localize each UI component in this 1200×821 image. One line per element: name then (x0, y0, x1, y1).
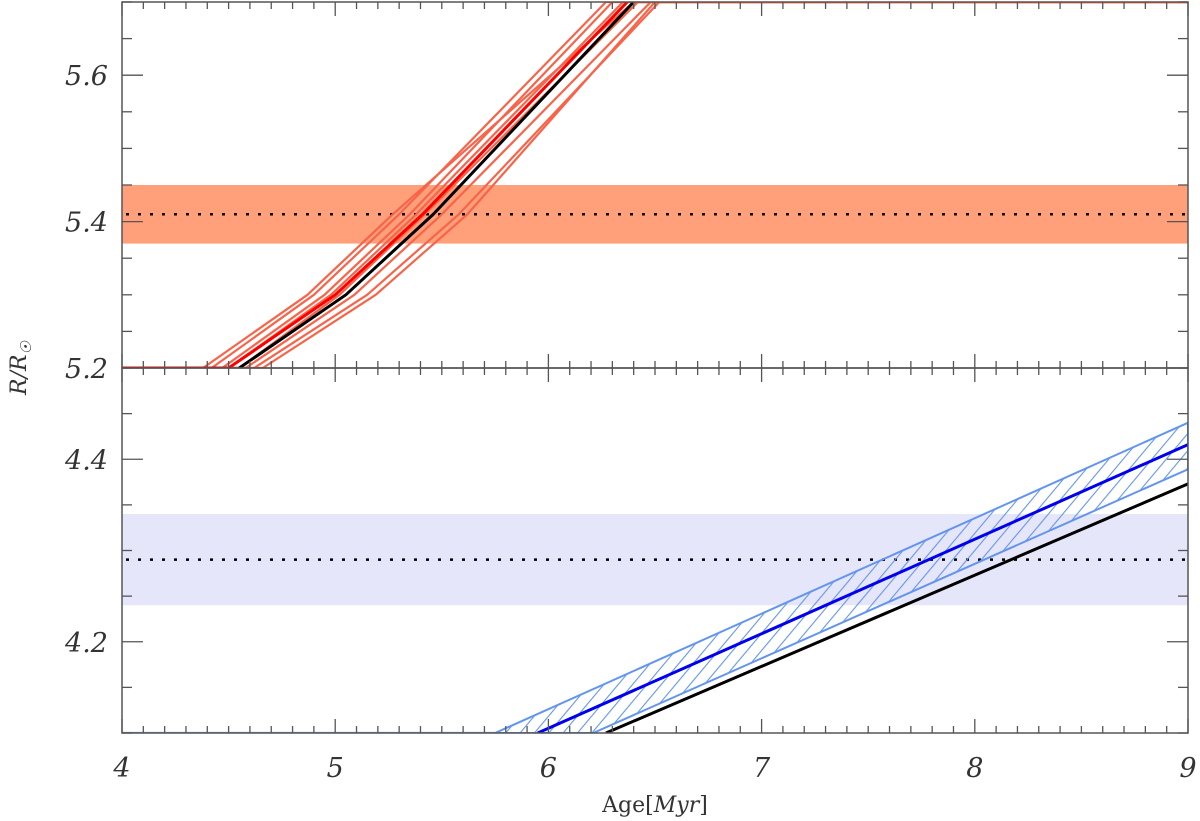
x-tick-label: 9 (1179, 753, 1196, 784)
series-line-1 (122, 2, 1188, 368)
top-panel: 5.2 5.4 5.6 (65, 1, 1189, 385)
x-tick-label: 5 (327, 753, 344, 784)
series-line-8 (122, 2, 1188, 368)
x-tick-label: 6 (540, 753, 557, 784)
series-line-10 (238, 2, 635, 368)
series-line-2 (537, 443, 1188, 733)
series-line-3 (605, 482, 1188, 733)
y-tick-label: 4.2 (64, 628, 108, 659)
bottom-panel: 4.2 4.4 4 5 6 7 8 9 (64, 367, 1197, 784)
x-tick-label: 4 (112, 753, 130, 784)
plot-area (122, 2, 1188, 368)
y-axis-label: R/R☉ (7, 340, 35, 396)
y-tick-label: 5.4 (65, 208, 108, 239)
y-tick-label: 5.2 (65, 354, 108, 385)
series-line-6 (122, 2, 1188, 368)
series-line-7 (122, 2, 1188, 368)
series-line-5 (122, 2, 1188, 368)
plot-area (122, 421, 1188, 733)
series-line-3 (122, 2, 1188, 368)
series-line-9 (122, 2, 629, 368)
series-line-2 (122, 2, 1188, 368)
y-tick-label: 5.6 (65, 61, 108, 92)
x-axis-label: Age[Myr] (601, 793, 708, 818)
uncertainty-hatched-band (494, 421, 1188, 733)
y-tick-label: 4.4 (64, 445, 108, 476)
axis-labels: Age[Myr] R/R☉ (7, 340, 708, 818)
x-tick-label: 8 (966, 753, 983, 784)
x-tick-label: 7 (753, 753, 771, 784)
series-line-4 (122, 2, 1188, 368)
